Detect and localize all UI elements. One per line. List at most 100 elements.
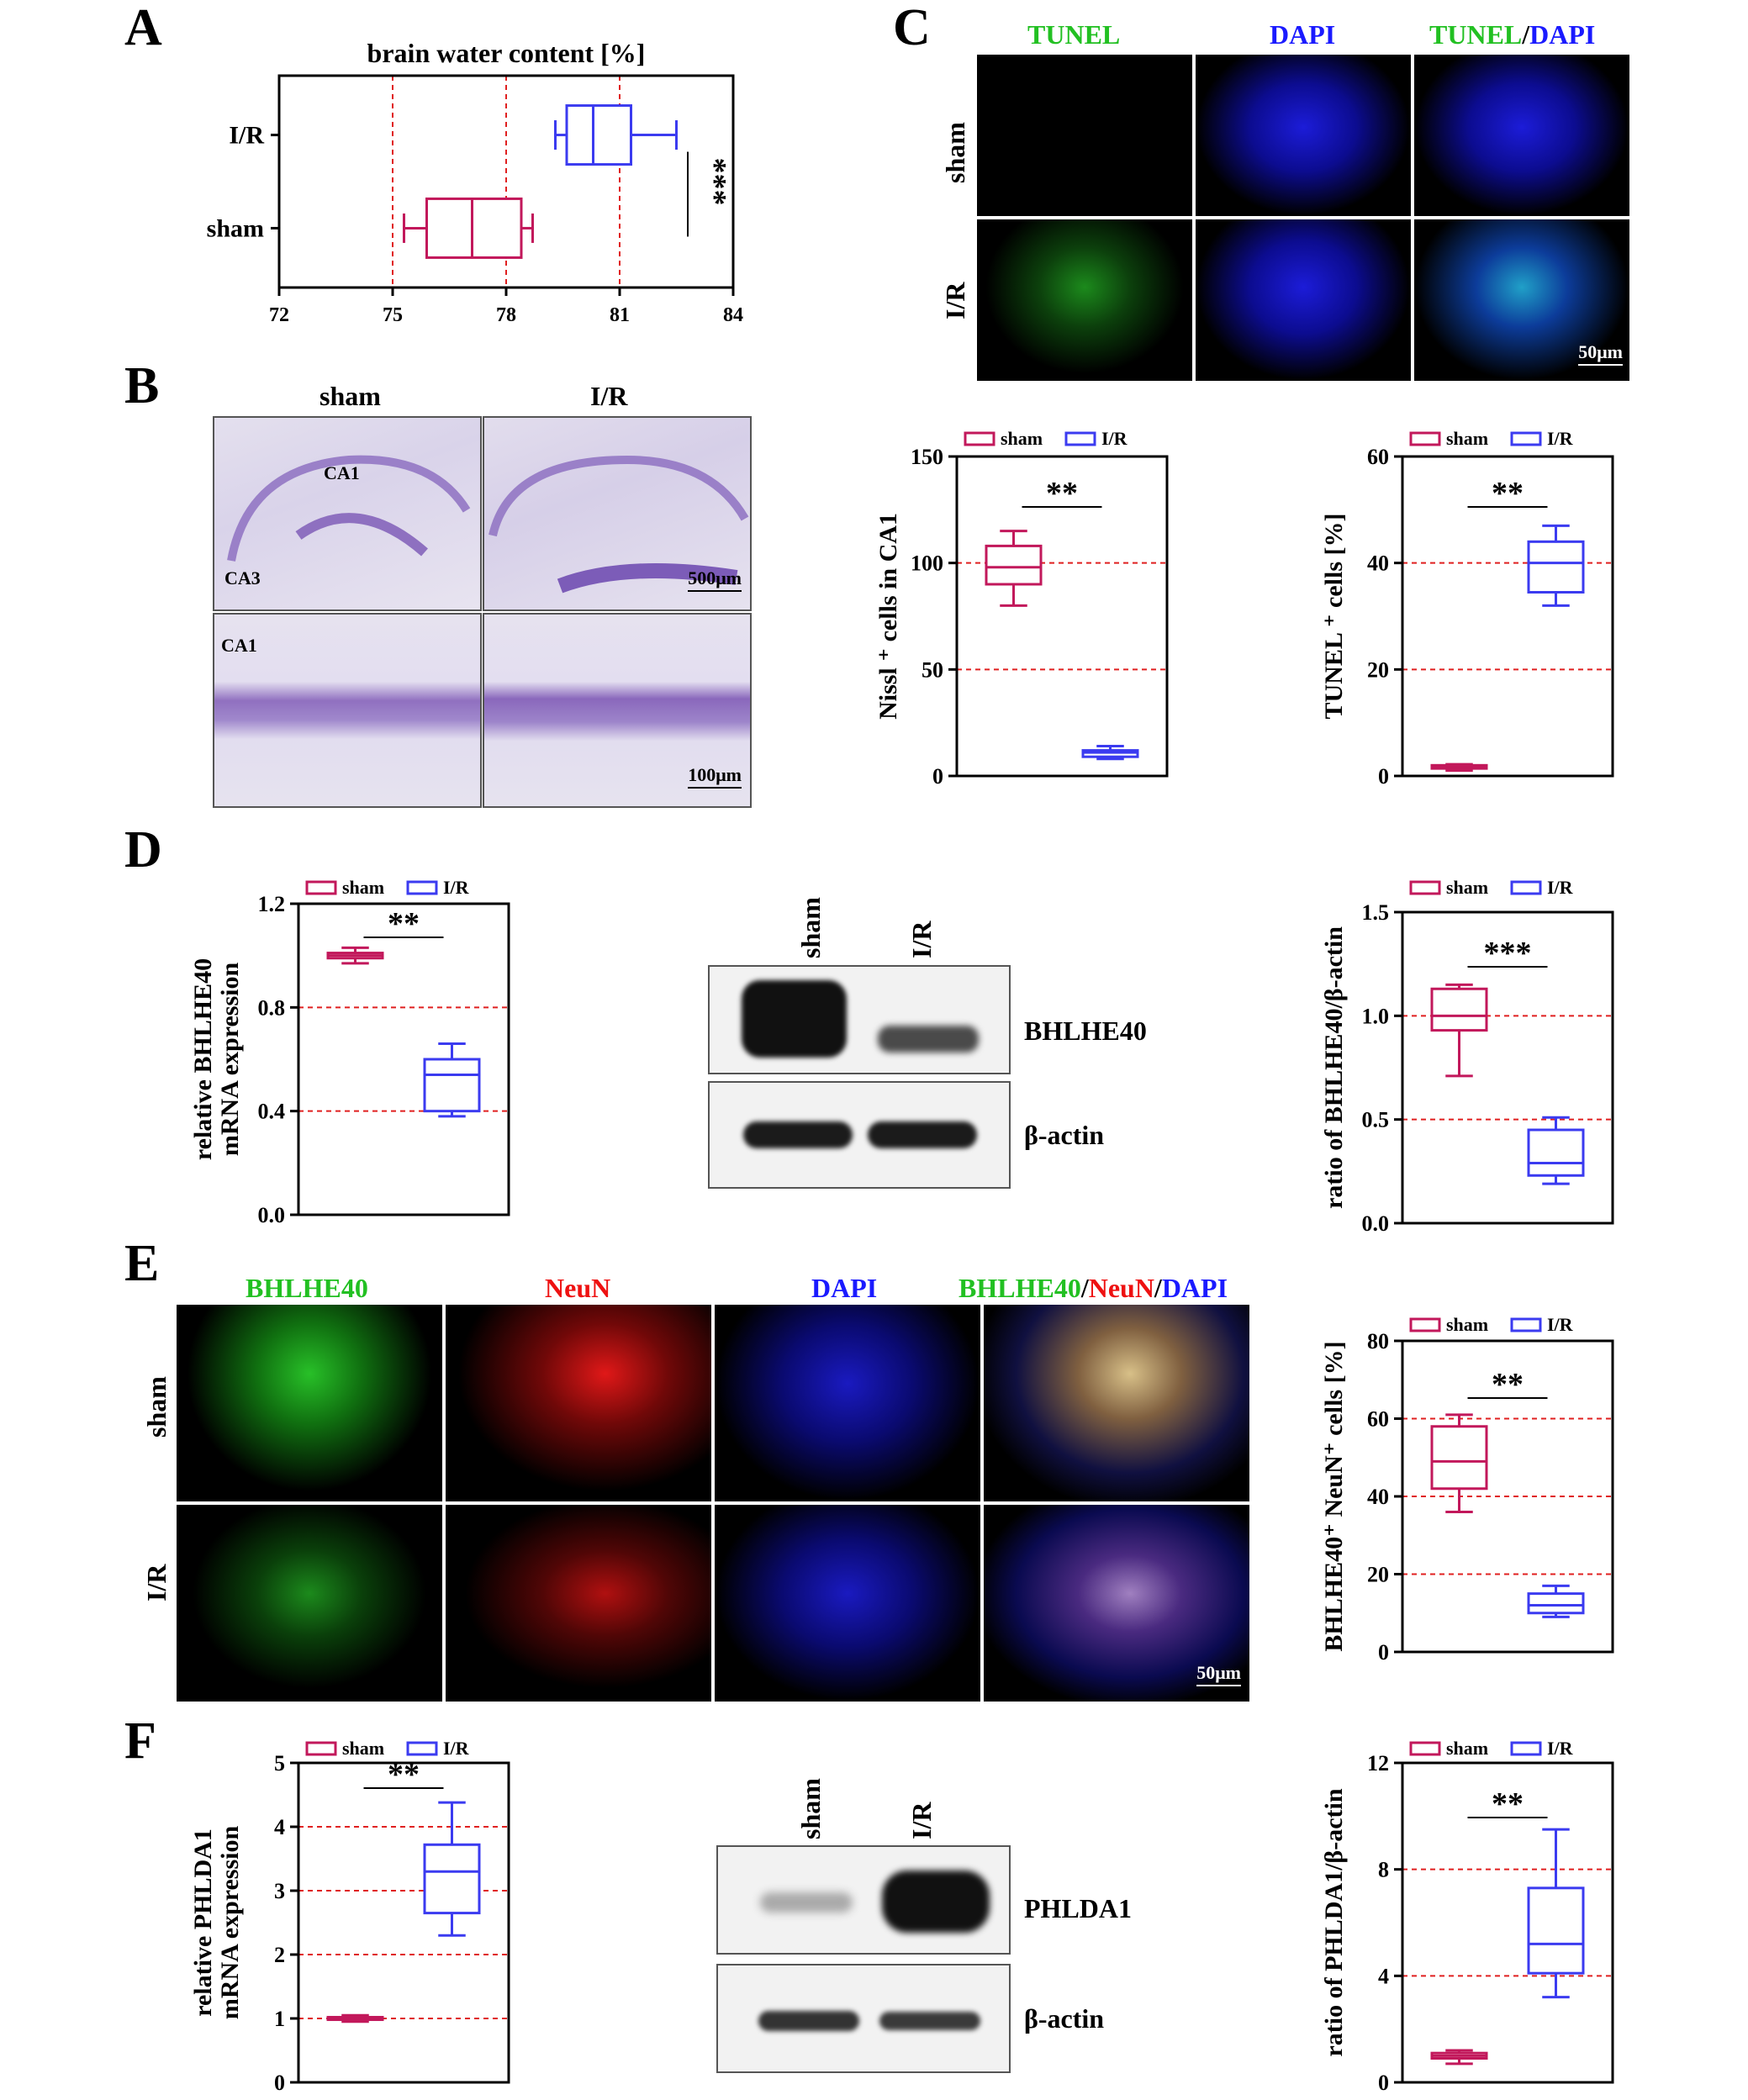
e-neun-sham — [446, 1305, 711, 1501]
y-tick-label-0: 0.0 — [1362, 1211, 1390, 1236]
y-tick-label-5: 5 — [274, 1751, 285, 1776]
c-merge-tunel: TUNEL — [1429, 19, 1523, 50]
y-axis-label-1: mRNA expression — [216, 1826, 244, 2020]
x-tick-label-2: 78 — [496, 304, 516, 326]
f-actin-band-ir — [879, 2012, 980, 2030]
y-tick-label-0: 0 — [1378, 1640, 1389, 1665]
c-ch-tunel: TUNEL — [1027, 19, 1121, 50]
e-merge-sham — [984, 1305, 1249, 1501]
d-actin-band-sham — [743, 1121, 853, 1148]
y-axis-label-0: ratio of BHLHE40/β-actin — [1320, 926, 1348, 1209]
legend-swatch-I/R — [1510, 431, 1542, 446]
y-axis-label-0: TUNEL ⁺ cells [%] — [1320, 514, 1348, 720]
panel-label-e: E — [124, 1235, 160, 1292]
e-merge-dapi: DAPI — [1161, 1273, 1228, 1303]
y-tick-label-2: 40 — [1367, 551, 1389, 576]
panel-label-a: A — [124, 0, 162, 56]
f-blot-actin — [716, 1964, 1011, 2073]
plot-frame — [1401, 455, 1614, 778]
d-lane-sham: sham — [795, 897, 826, 958]
legend-label-sham: sham — [342, 877, 384, 898]
y-tick-label-0: 0 — [274, 2071, 285, 2095]
plot-frame — [1401, 910, 1614, 1225]
y-tick-label-2: 0.8 — [258, 995, 286, 1020]
b-micrograph-ir-ca1: 100μm — [483, 613, 752, 808]
d-actin-band-ir — [868, 1121, 977, 1148]
c-merge-sham — [1414, 55, 1629, 216]
c-merge-dapi: DAPI — [1529, 19, 1596, 50]
c-ch-dapi: DAPI — [1270, 19, 1336, 50]
b-ca1-bottom: CA1 — [221, 635, 257, 656]
chart-title: brain water content [%] — [367, 38, 646, 68]
significance-marker: ** — [1492, 1367, 1524, 1402]
y-axis-label-1: mRNA expression — [216, 963, 244, 1157]
y-tick-label-1: 50 — [922, 657, 943, 682]
e-ch-neun: NeuN — [545, 1273, 611, 1303]
c-ch-merge: TUNEL/DAPI — [1429, 21, 1595, 48]
e-merge-sep2: / — [1154, 1273, 1162, 1303]
significance-marker: ** — [388, 906, 420, 942]
y-tick-label-3: 12 — [1367, 1751, 1389, 1776]
box-I/R — [423, 1843, 481, 1915]
y-tick-label-0: 0 — [1378, 764, 1389, 789]
b-col-sham: sham — [319, 381, 381, 411]
panel-label-d: D — [124, 821, 162, 879]
legend-swatch-I/R — [406, 880, 438, 895]
x-tick-label-4: 84 — [723, 304, 743, 326]
plot-frame — [297, 902, 510, 1216]
legend-label-I/R: I/R — [1547, 428, 1574, 449]
y-tick-label-2: 40 — [1367, 1485, 1389, 1509]
significance-marker: ** — [1492, 476, 1524, 511]
c-tunel-sham — [977, 55, 1192, 216]
d-band-sham — [742, 980, 847, 1058]
c-row-sham: sham — [940, 122, 970, 183]
e-merge-ir: 50μm — [984, 1505, 1249, 1702]
chart-c-tunel: 0 20 40 60 TUNEL ⁺ cells [%] ** sham I/R — [1320, 428, 1614, 789]
y-tick-label-0: 0.0 — [258, 1203, 286, 1227]
y-tick-label-0: 0 — [1378, 2071, 1389, 2095]
e-merge-neun: NeuN — [1088, 1273, 1154, 1303]
e-dapi-sham — [715, 1305, 980, 1501]
e-ch-merge: BHLHE40/NeuN/DAPI — [958, 1274, 1228, 1301]
chart-f-mrna: 0 1 2 3 4 5 relative PHLDA1 mRNA expression **sh… — [189, 1738, 510, 2095]
x-tick-label-0: 72 — [269, 304, 289, 326]
panel-label-b: B — [124, 357, 160, 414]
y-tick-label-3: 1.5 — [1362, 900, 1390, 925]
legend-swatch-sham — [1409, 431, 1441, 446]
f-band-sham — [760, 1892, 853, 1913]
y-tick-label-3: 1.2 — [258, 892, 286, 916]
b-scale-bottom: 100μm — [688, 766, 742, 794]
x-tick-label-3: 81 — [610, 304, 630, 326]
legend-label-sham: sham — [1001, 428, 1043, 449]
c-scale: 50μm — [1578, 343, 1623, 371]
d-lane-ir: I/R — [906, 921, 937, 958]
legend-swatch-sham — [1409, 1317, 1441, 1332]
e-scale: 50μm — [1196, 1664, 1241, 1691]
y-tick-label-1: 20 — [1367, 657, 1389, 682]
x-tick-label-1: 75 — [383, 304, 403, 326]
legend-label-I/R: I/R — [443, 1738, 470, 1759]
y-tick-label-2: 100 — [911, 551, 943, 576]
significance-marker: *** — [697, 158, 732, 206]
legend-label-sham: sham — [342, 1738, 384, 1759]
legend-swatch-I/R — [406, 1741, 438, 1756]
legend-swatch-I/R — [1510, 1317, 1542, 1332]
panel-label-c: C — [893, 0, 931, 56]
y-tick-label-3: 60 — [1367, 1407, 1389, 1432]
e-merge-sep1: / — [1080, 1273, 1089, 1303]
e-row-ir: I/R — [141, 1564, 172, 1601]
y-tick-label-1: 0.5 — [1362, 1108, 1390, 1132]
legend-swatch-I/R — [1510, 1741, 1542, 1756]
chart-d-mrna: 0.0 0.4 0.8 1.2 relative BHLHE40 mRNA express… — [189, 877, 510, 1227]
c-dapi-sham — [1196, 55, 1411, 216]
y-tick-label-I/R: I/R — [229, 122, 264, 150]
d-loading-label: β-actin — [1024, 1120, 1105, 1150]
y-tick-label-2: 8 — [1378, 1858, 1389, 1882]
c-tunel-ir — [977, 219, 1192, 381]
b-ca1-top: CA1 — [324, 462, 360, 483]
d-protein-label: BHLHE40 — [1024, 1016, 1147, 1046]
b-hippocampus-sham-icon — [227, 455, 471, 562]
d-blot-actin — [708, 1081, 1011, 1189]
legend-label-sham: sham — [1446, 877, 1488, 898]
b-micrograph-sham-ca1: CA1 — [213, 613, 482, 808]
